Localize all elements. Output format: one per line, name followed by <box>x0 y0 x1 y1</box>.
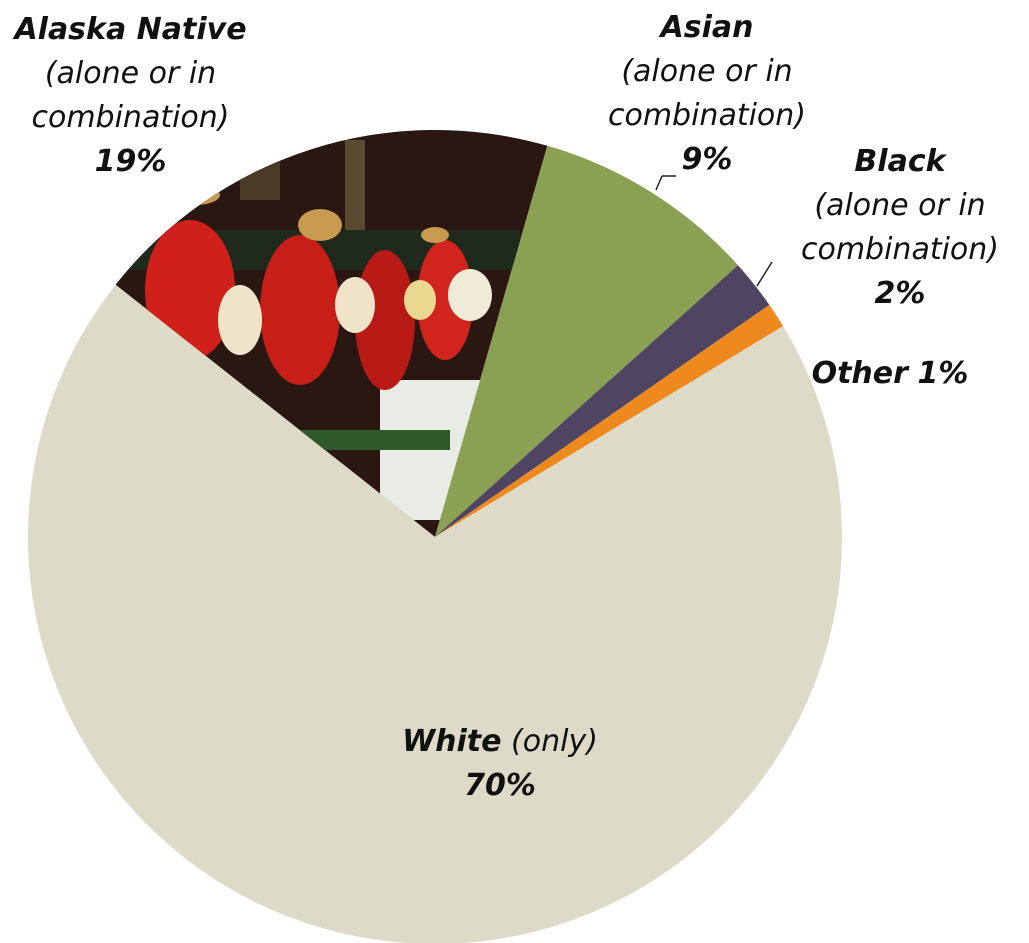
slice-label: White (only) 70% <box>300 720 700 808</box>
slice-label: Alaska Native (alone or in combination) 19… <box>8 8 253 184</box>
category-name: Black <box>854 144 946 179</box>
value-label: 2% <box>874 276 926 311</box>
slice-label: Black (alone or in combination) 2% <box>775 140 1025 316</box>
value-label: 1% <box>917 356 969 391</box>
category-name: White <box>402 724 502 759</box>
category-note: (alone or in combination) <box>31 56 230 135</box>
category-note: (only) <box>511 724 598 759</box>
category-name: Other <box>811 356 908 391</box>
category-note: (alone or in combination) <box>607 54 807 133</box>
leader-line <box>756 261 773 287</box>
slice-label: Other 1% <box>790 352 990 396</box>
leader-line <box>655 175 663 191</box>
pie-slice <box>435 265 770 537</box>
slice-label: Asian (alone or in combination) 9% <box>577 6 837 182</box>
category-name: Asian <box>660 10 754 45</box>
pie-slice <box>435 145 738 538</box>
category-name: Alaska Native <box>14 12 247 47</box>
pie-slice <box>28 284 842 943</box>
value-label: 19% <box>94 144 167 179</box>
pie-slice <box>435 304 784 537</box>
value-label: 9% <box>681 142 733 177</box>
photo-decoration <box>120 140 520 520</box>
category-note: (alone or in combination) <box>800 188 1000 267</box>
value-label: 70% <box>464 768 536 803</box>
